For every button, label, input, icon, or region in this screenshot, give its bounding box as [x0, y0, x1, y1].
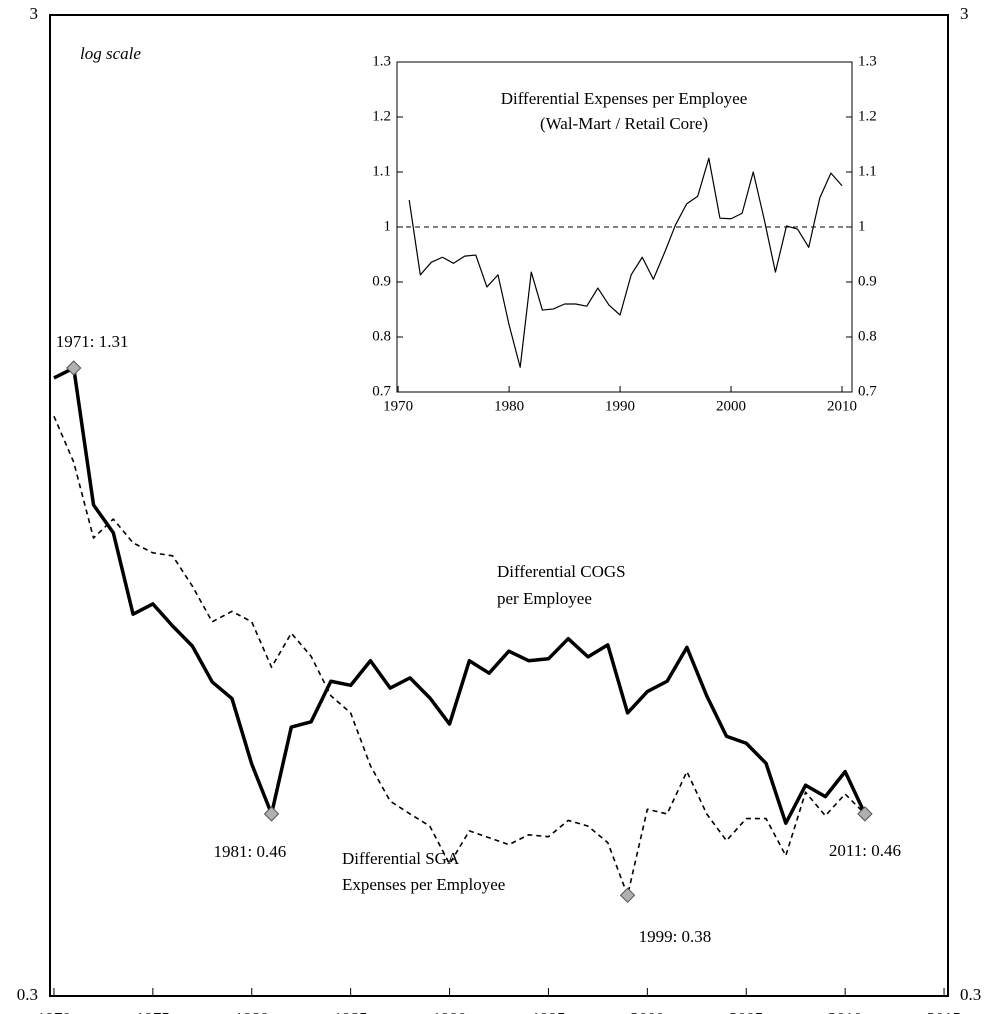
x-tick-label: 1985	[334, 1009, 368, 1014]
x-tick-label: 1990	[605, 398, 635, 414]
y2-tick-label: 3	[960, 4, 969, 23]
x-tick-label: 2005	[729, 1009, 763, 1014]
x-tick-label: 1970	[37, 1009, 71, 1014]
y2-tick-label: 0.9	[858, 273, 877, 289]
y-tick-label: 0.7	[372, 383, 391, 399]
annotation-label: 2011: 0.46	[829, 841, 901, 860]
y-tick-label: 1.1	[372, 163, 391, 179]
y2-tick-label: 1.2	[858, 108, 877, 124]
series-line	[53, 366, 867, 826]
annotation-marker	[619, 887, 636, 903]
series-line	[408, 157, 843, 368]
x-tick-label: 1970	[383, 398, 413, 414]
x-tick-label: 2015	[927, 1009, 961, 1014]
series-label: Differential SGA	[342, 849, 460, 868]
series-line	[53, 415, 866, 897]
y2-tick-label: 1.3	[858, 53, 877, 69]
y2-tick-label: 0.8	[858, 328, 877, 344]
annotation-marker	[857, 806, 873, 822]
x-tick-label: 1975	[136, 1009, 170, 1014]
y2-tick-label: 1	[858, 218, 866, 234]
y-tick-label: 0.8	[372, 328, 391, 344]
annotation-marker	[66, 360, 82, 376]
x-tick-label: 2010	[828, 1009, 862, 1014]
x-tick-label: 1995	[531, 1009, 565, 1014]
note: log scale	[80, 44, 141, 63]
x-tick-label: 2010	[827, 398, 857, 414]
inset-title: (Wal-Mart / Retail Core)	[540, 114, 708, 133]
y-tick-label: 1	[384, 218, 392, 234]
annotation-label: 1981: 0.46	[214, 842, 287, 861]
y2-tick-label: 0.3	[960, 985, 981, 1004]
annotation-marker	[263, 806, 280, 822]
y-tick-label: 1.2	[372, 108, 391, 124]
series-label: per Employee	[497, 589, 592, 608]
x-tick-label: 1980	[494, 398, 524, 414]
series-label: Expenses per Employee	[342, 875, 505, 894]
y-tick-label: 0.9	[372, 273, 391, 289]
x-tick-label: 2000	[630, 1009, 664, 1014]
plot-frame	[49, 14, 949, 997]
x-tick-label: 2000	[716, 398, 746, 414]
x-tick-label: 1980	[235, 1009, 269, 1014]
inset-title: Differential Expenses per Employee	[501, 89, 748, 108]
series-label: Differential COGS	[497, 562, 626, 581]
y-tick-label: 0.3	[17, 985, 38, 1004]
y-tick-label: 1.3	[372, 53, 391, 69]
annotation-label: 1971: 1.31	[56, 332, 129, 351]
y2-tick-label: 1.1	[858, 163, 877, 179]
y-tick-label: 3	[30, 4, 39, 23]
x-tick-label: 1990	[433, 1009, 467, 1014]
annotation-label: 1999: 0.38	[639, 927, 712, 946]
y2-tick-label: 0.7	[858, 383, 877, 399]
